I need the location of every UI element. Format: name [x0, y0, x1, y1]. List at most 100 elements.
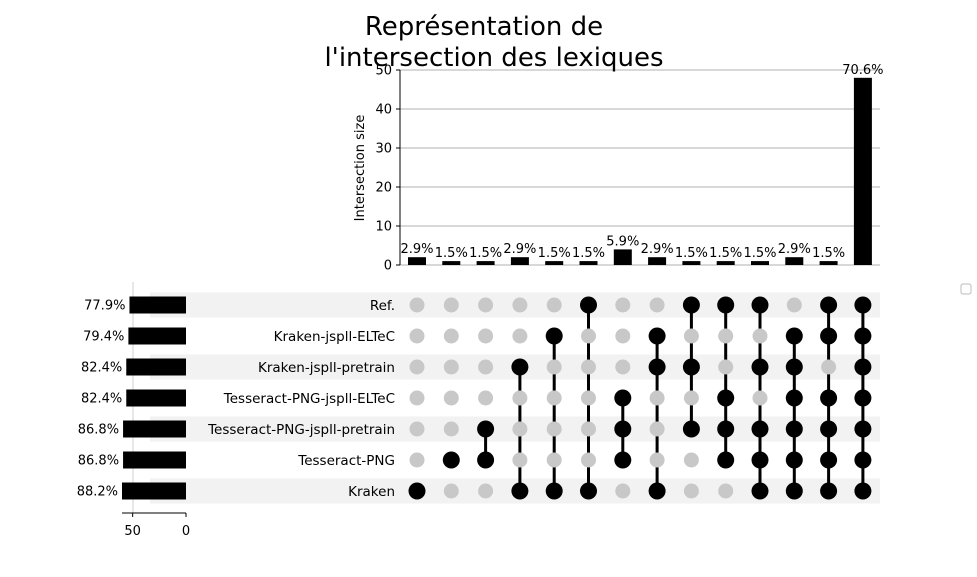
matrix-dot-0-5 — [409, 452, 425, 468]
intersection-label: 1.5% — [709, 246, 742, 261]
matrix-dot-12-5 — [820, 451, 838, 469]
matrix-dot-10-5 — [751, 451, 769, 469]
matrix-dot-12-3 — [820, 389, 838, 407]
intersection-bar-9 — [716, 261, 735, 265]
intersection-bar-6 — [613, 249, 632, 265]
matrix-dot-6-2 — [615, 359, 631, 375]
intersection-label: 2.9% — [778, 242, 811, 257]
matrix-dot-6-5 — [614, 451, 632, 469]
matrix-dot-9-0 — [717, 296, 735, 314]
matrix-dot-5-1 — [581, 328, 596, 344]
matrix-dot-9-6 — [718, 483, 734, 499]
matrix-dot-3-3 — [512, 390, 528, 406]
matrix-dot-8-4 — [682, 420, 700, 438]
intersection-bar-2 — [476, 261, 495, 265]
matrix-dot-1-1 — [443, 328, 459, 344]
set-size-tick-label: 50 — [124, 524, 141, 539]
intersection-bar-0 — [408, 257, 426, 265]
matrix-dot-11-3 — [785, 389, 803, 407]
set-size-label: 86.8% — [78, 454, 119, 469]
set-size-bar-0 — [129, 296, 186, 314]
set-label: Kraken — [348, 484, 395, 500]
intersection-label: 1.5% — [743, 246, 776, 261]
intersection-bar-7 — [648, 257, 667, 265]
matrix-dot-1-2 — [443, 359, 459, 375]
matrix-dot-2-3 — [478, 390, 494, 406]
matrix-dot-7-4 — [649, 421, 665, 437]
matrix-dot-4-6 — [545, 482, 563, 500]
set-label: Tesseract-PNG-jspll-ELTeC — [223, 391, 395, 407]
chart-title-line-1: Représentation de — [365, 12, 603, 42]
matrix-dot-7-1 — [648, 327, 666, 345]
matrix-dot-8-0 — [682, 296, 700, 314]
matrix-dot-6-3 — [614, 389, 632, 407]
matrix-dot-10-4 — [751, 420, 769, 438]
matrix-dot-9-3 — [717, 389, 735, 407]
matrix-dot-7-6 — [648, 482, 666, 500]
matrix-dot-13-0 — [854, 296, 872, 314]
set-size-label: 82.4% — [81, 392, 122, 407]
matrix-dot-1-5 — [442, 451, 460, 469]
matrix-dot-3-1 — [512, 328, 528, 344]
matrix-dot-3-0 — [512, 297, 528, 313]
matrix-dot-0-1 — [409, 328, 425, 344]
set-label: Kraken-jspll-pretrain — [258, 360, 395, 376]
matrix-dot-2-5 — [477, 451, 495, 469]
matrix-dot-5-6 — [580, 482, 597, 500]
matrix-dot-7-3 — [649, 390, 665, 406]
matrix-dot-7-0 — [649, 297, 665, 313]
matrix-dot-6-1 — [615, 328, 631, 344]
set-size-bars: 77.9% 79.4% 82.4% 82.4% 86.8% 86.8% 88.2% 50 0 — [77, 282, 190, 539]
matrix-dot-10-2 — [751, 358, 769, 376]
intersection-bar-11 — [785, 257, 804, 265]
matrix-dot-8-6 — [683, 483, 699, 499]
matrix-dot-0-4 — [409, 421, 425, 437]
set-size-bar-6 — [122, 482, 186, 500]
matrix-dot-12-1 — [820, 327, 838, 345]
matrix-dot-2-2 — [478, 359, 494, 375]
matrix-dot-4-5 — [546, 452, 562, 468]
matrix-dot-1-0 — [443, 297, 459, 313]
matrix-dot-4-4 — [546, 421, 562, 437]
intersection-bar-3 — [510, 257, 529, 265]
matrix-dot-3-4 — [512, 421, 528, 437]
y-axis: 0 10 20 30 40 50 — [375, 64, 401, 274]
set-label: Ref. — [370, 298, 395, 314]
matrix-dot-8-1 — [683, 328, 699, 344]
matrix-dot-4-3 — [546, 390, 562, 406]
intersection-bars: 2.9% 1.5% 1.5% 2.9% 1.5% 1.5%5.9%2.9% 1.5% 1.5%… — [400, 63, 884, 265]
matrix-dot-11-5 — [785, 451, 803, 469]
matrix-dot-12-0 — [820, 296, 838, 314]
matrix-dot-10-3 — [752, 390, 768, 406]
set-size-bar-4 — [123, 420, 186, 438]
intersection-bar-10 — [751, 261, 769, 265]
set-size-bar-1 — [128, 327, 186, 345]
matrix-dot-12-6 — [820, 482, 838, 500]
y-tick-label: 20 — [375, 181, 392, 196]
matrix-dot-7-5 — [649, 452, 665, 468]
matrix-dot-2-0 — [478, 297, 494, 313]
y-axis-label: Intersection size — [353, 115, 368, 222]
matrix-dot-8-3 — [683, 390, 699, 406]
matrix-dot-6-6 — [615, 483, 631, 499]
matrix-dot-9-4 — [717, 420, 735, 438]
set-size-bar-2 — [126, 358, 186, 376]
set-size-label: 86.8% — [78, 423, 119, 438]
matrix-dot-10-1 — [752, 328, 768, 344]
matrix-dot-7-2 — [648, 358, 666, 376]
matrix-dot-1-3 — [443, 390, 459, 406]
matrix-dot-1-6 — [443, 483, 459, 499]
matrix-dot-2-6 — [478, 483, 494, 499]
set-size-label: 82.4% — [81, 361, 122, 376]
matrix-dot-1-4 — [443, 421, 459, 437]
legend-box — [960, 283, 972, 295]
intersection-bar-1 — [442, 261, 461, 265]
intersection-bar-12 — [819, 261, 838, 265]
intersection-label: 5.9% — [606, 234, 639, 249]
matrix-dot-4-0 — [546, 297, 562, 313]
intersection-label: 1.5% — [675, 246, 708, 261]
chart-title-line-2: l'intersection des lexiques — [324, 43, 663, 73]
intersection-label: 2.9% — [400, 242, 433, 257]
intersection-bar-4 — [545, 261, 564, 265]
